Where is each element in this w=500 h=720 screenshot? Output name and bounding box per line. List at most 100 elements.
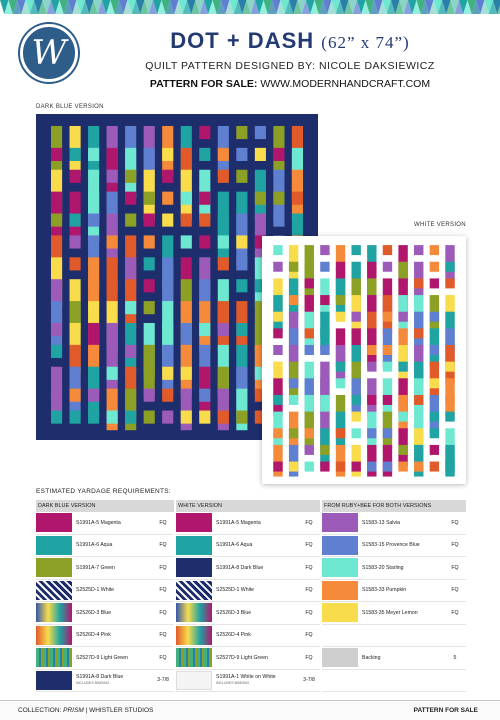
table-row: S2526D-4 Pink FQ [36, 625, 174, 647]
white-version-caption: WHITE VERSION [414, 222, 466, 228]
fabric-name: S1583-33 Pumpkin [362, 587, 407, 594]
fabric-name: S2526D-4 Pink [76, 632, 111, 639]
table-heading: FROM RUBY+BEE FOR BOTH VERSIONS [322, 500, 466, 512]
whistler-logo: W [20, 24, 78, 82]
table-row: S2527D-9 Light Green FQ [36, 647, 174, 670]
fabric-amount: FQ [305, 542, 313, 549]
page-title: DOT + DASH (62” x 74”) [80, 28, 500, 54]
logo-letter: W [31, 33, 67, 73]
fabric-swatch [322, 671, 358, 690]
fabric-amount: FQ [159, 587, 167, 594]
binding-note: INCLUDES BINDING [76, 681, 110, 686]
fabric-swatch [176, 535, 212, 555]
table-row: S1991A-5 Magenta FQ [176, 512, 320, 535]
footer-separator: | [85, 707, 88, 714]
yardage-table-white: WHITE VERSION S1991A-5 Magenta FQ S1991A-6 … [176, 500, 320, 692]
fabric-amount: 3-7/8 [157, 677, 169, 684]
fabric-swatch [36, 625, 72, 645]
table-row: Backing 5 [322, 647, 466, 670]
fabric-name: S1991A-5 Magenta [216, 519, 261, 526]
sale-line: PATTERN FOR SALE: WWW.MODERNHANDCRAFT.CO… [80, 78, 500, 90]
fabric-swatch [36, 603, 72, 623]
fabric-amount: FQ [451, 564, 459, 571]
fabric-name: S2527D-9 Light Green [76, 654, 128, 661]
collection-label: COLLECTION: [18, 707, 62, 714]
fabric-name: S1583-35 Meyer Lemon [362, 609, 418, 616]
fabric-swatch [36, 648, 72, 668]
fabric-amount: FQ [451, 542, 459, 549]
fabric-name: S1991A-7 Green [76, 564, 115, 571]
table-row: S2526D-4 Pink FQ [176, 625, 320, 647]
fabric-swatch [176, 670, 212, 690]
yardage-table-dark: DARK BLUE VERSION S1991A-5 Magenta FQ S1991… [36, 500, 174, 692]
fabric-swatch [176, 603, 212, 623]
fabric-name: S2525D-1 White [76, 587, 115, 594]
fabric-amount: FQ [159, 519, 167, 526]
table-row: S1583-33 Pumpkin FQ [322, 580, 466, 602]
fabric-amount: FQ [451, 587, 459, 594]
fabric-amount: FQ [305, 609, 313, 616]
fabric-swatch [36, 513, 72, 533]
table-row: S2526D-3 Blue FQ [36, 602, 174, 625]
fabric-name: S2526D-3 Blue [76, 609, 112, 616]
table-row: S1991A-1 White on White INCLUDES BINDING 3… [176, 670, 320, 692]
fabric-name: S2526D-4 Pink [216, 632, 251, 639]
table-row: S1991A-6 Aqua FQ [36, 535, 174, 557]
fabric-amount: FQ [305, 654, 313, 661]
fabric-amount: FQ [159, 609, 167, 616]
table-row: S2525D-1 White FQ [176, 580, 320, 602]
fabric-swatch [322, 558, 358, 578]
table-row [322, 625, 466, 647]
table-row: S2527D-9 Light Green FQ [176, 647, 320, 670]
sale-url[interactable]: WWW.MODERNHANDCRAFT.COM [260, 78, 431, 90]
binding-note: INCLUDES BINDING [216, 681, 250, 686]
fabric-amount: FQ [305, 632, 313, 639]
fabric-swatch [176, 648, 212, 668]
fabric-swatch [176, 625, 212, 645]
yardage-title: ESTIMATED YARDAGE REQUIREMENTS: [36, 488, 171, 495]
table-row: S1583-20 Starling FQ [322, 557, 466, 580]
fabric-swatch [322, 513, 358, 533]
fabric-amount: 5 [453, 654, 457, 661]
fabric-amount: FQ [159, 564, 167, 571]
table-row: S1991A-5 Magenta FQ [36, 512, 174, 535]
fabric-name: S1583-15 Provence Blue [362, 542, 420, 549]
fabric-swatch [176, 513, 212, 533]
table-row: S1991A-7 Green FQ [36, 557, 174, 580]
fabric-swatch [176, 558, 212, 578]
fabric-swatch [322, 535, 358, 555]
fabric-name: S2526D-3 Blue [216, 609, 252, 616]
table-heading: WHITE VERSION [176, 500, 320, 512]
fabric-swatch [36, 535, 72, 555]
fabric-amount: FQ [451, 609, 459, 616]
fabric-name: S2525D-1 White [216, 587, 255, 594]
fabric-name: Backing [362, 654, 381, 661]
fabric-swatch [322, 648, 358, 668]
fabric-swatch [36, 558, 72, 578]
fabric-name: S1991A-8 Dark Blue [216, 564, 264, 571]
fabric-swatch [322, 626, 358, 645]
fabric-name: S1991A-5 Magenta [76, 519, 121, 526]
fabric-swatch [322, 603, 358, 623]
fabric-name: S1583-20 Starling [362, 564, 404, 571]
fabric-swatch [36, 670, 72, 690]
fabric-amount: FQ [159, 654, 167, 661]
title-text: DOT + DASH [170, 28, 315, 53]
white-quilt-image [262, 236, 466, 484]
fabric-name: S1991A-6 Aqua [216, 542, 253, 549]
fabric-swatch [176, 580, 212, 600]
fabric-amount: FQ [159, 542, 167, 549]
fabric-name: S1991A-6 Aqua [76, 542, 113, 549]
fabric-amount: FQ [305, 564, 313, 571]
fabric-swatch [36, 580, 72, 600]
table-heading: DARK BLUE VERSION [36, 500, 174, 512]
footer: COLLECTION: PRISM | WHISTLER STUDIOS PAT… [0, 700, 500, 720]
footer-pattern-for-sale: PATTERN FOR SALE [413, 707, 478, 714]
yardage-table-ruby-bee: FROM RUBY+BEE FOR BOTH VERSIONS S1583-13 … [322, 500, 466, 692]
fabric-amount: FQ [305, 519, 313, 526]
fabric-amount: FQ [451, 519, 459, 526]
table-row: S1991A-8 Dark Blue FQ [176, 557, 320, 580]
company-name: WHISTLER STUDIOS [89, 707, 154, 714]
table-row: S2526D-3 Blue FQ [176, 602, 320, 625]
fabric-amount: FQ [305, 587, 313, 594]
